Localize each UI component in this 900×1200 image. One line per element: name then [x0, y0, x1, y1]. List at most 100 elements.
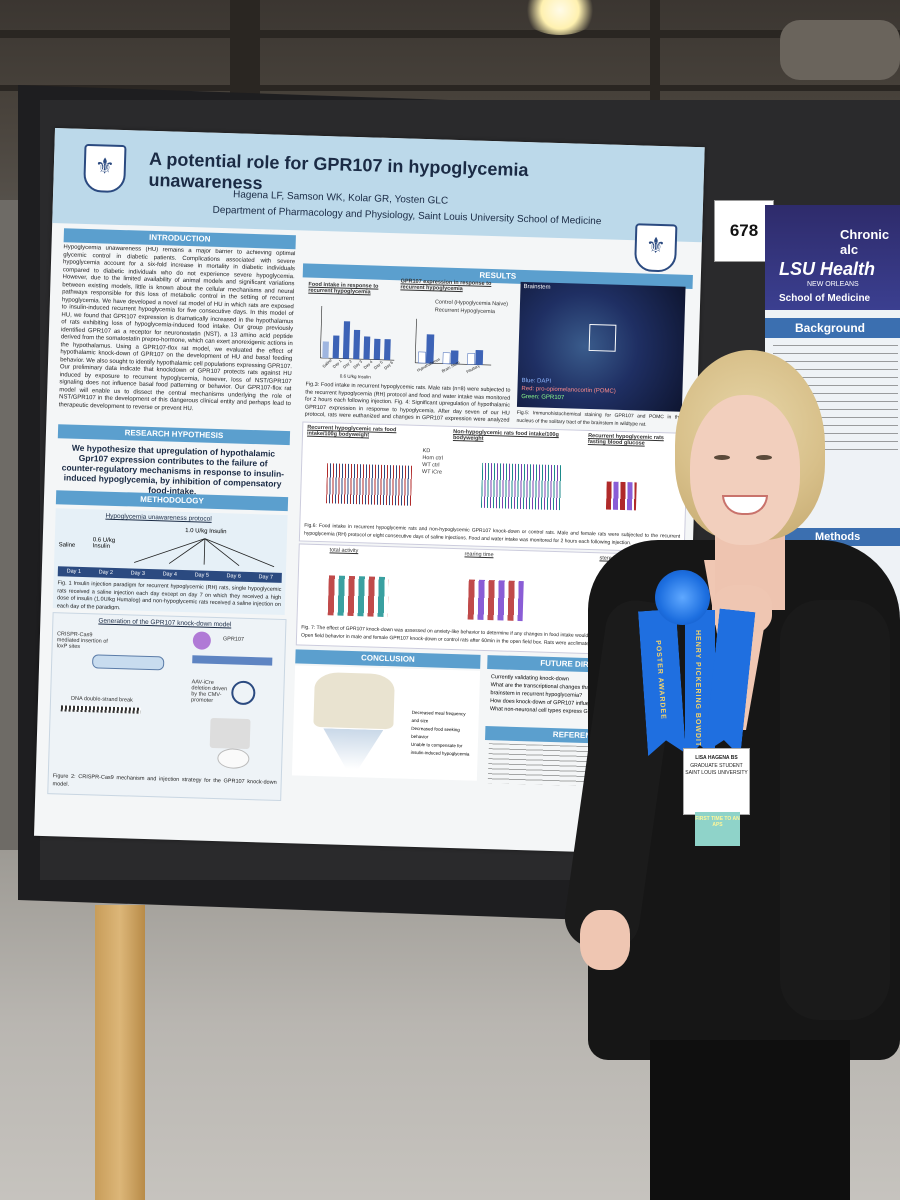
award-ribbon-rosette: [655, 570, 710, 625]
stain-gpr107: Green: GPR107: [521, 393, 565, 402]
ceiling-truss: [0, 85, 900, 91]
first-time-text: FIRST TIME TO AN APS: [695, 816, 740, 828]
tick-label: Day 4: [362, 359, 374, 370]
fig5-caption: Fig.5: Immunohistochemical staining for …: [516, 409, 682, 428]
day-label: Day 4: [162, 571, 178, 578]
tick-label: Pituitary: [465, 363, 480, 374]
gene-construct-icon: [192, 655, 273, 666]
slu-crest-icon: ⚜: [83, 143, 127, 194]
dna-ladder-icon: [60, 705, 141, 714]
ceiling-duct: [780, 20, 900, 80]
chart-title-1: Recurrent hypoglycemic rats food intake/…: [306, 424, 397, 439]
person-arm-left: [780, 600, 890, 1020]
tick-label: Day 2: [342, 358, 354, 369]
glucose-bars: [605, 481, 637, 511]
poster-header: ⚜ ⚜ A potential role for GPR107 in hypog…: [52, 128, 705, 273]
tick-label: Day 3: [352, 358, 364, 369]
brainstem-micrograph: Brainstem Blue: DAPI Red: pro-opiomelano…: [516, 281, 686, 412]
knockdown-panel: Generation of the GPR107 knock-down mode…: [47, 612, 287, 802]
neighbor-poster-org: LSU Health: [779, 259, 876, 279]
bar: [475, 350, 484, 366]
neighbor-poster-header: [765, 205, 900, 310]
bar: [363, 336, 371, 360]
tick-label: Day 1: [332, 358, 344, 369]
bar: [383, 339, 391, 361]
bar: [353, 329, 361, 360]
conclusion-note: Decreased meal frequency and size: [411, 709, 466, 724]
slu-crest-icon: ⚜: [634, 223, 678, 273]
bar: [322, 341, 329, 359]
neighbor-poster-city: NEW ORLEANS: [807, 281, 859, 288]
protocol-title: Hypoglycemia unawareness protocol: [105, 512, 212, 523]
day-label: Day 7: [258, 574, 274, 581]
food-intake-title: Food intake in response to recurrent hyp…: [308, 281, 379, 296]
zoom-box: [588, 323, 617, 352]
ceiling-truss: [0, 30, 900, 38]
virus-particle-icon: [192, 631, 212, 650]
bar: [373, 338, 381, 360]
person-hand-left: [580, 910, 630, 970]
plasmid-icon: [230, 680, 256, 706]
nh-food-bars: [480, 462, 563, 511]
tick-label: Day 5: [373, 359, 385, 370]
dna-strand-icon: [91, 654, 165, 671]
activity-title-rearing: rearing time: [464, 551, 494, 559]
gpr107-expression-chart: Hypothalamus Brain Stem Pituitary: [414, 318, 492, 374]
chart-title-3: Recurrent hypoglycemic rats fasting bloo…: [587, 432, 664, 447]
tick-label: Day 6: [383, 359, 395, 370]
legend-wt-icre: WT iCre: [421, 469, 443, 476]
day-label: Day 5: [194, 572, 210, 579]
bar: [442, 352, 451, 365]
ribbon-award-text: POSTER AWARDEE: [654, 639, 667, 721]
person-face: [690, 395, 800, 545]
bar: [342, 321, 351, 359]
section-research-hypothesis: RESEARCH HYPOTHESIS: [57, 424, 291, 446]
activity-title-total: total activity: [329, 547, 359, 555]
rearing-bars: [467, 579, 524, 622]
fig2-caption: Figure 2: CRISPR-Cas9 mechanism and inje…: [52, 773, 277, 788]
dna-break-label: DNA double-strand break: [70, 695, 133, 704]
badge-name: LISA HAGENA BS: [695, 755, 738, 761]
first-time-ribbon: FIRST TIME TO AN APS: [695, 812, 740, 846]
conclusion-note: Unable to compensate for insulin-induced…: [410, 741, 470, 757]
protocol-arrows: [134, 538, 275, 568]
bar: [450, 350, 459, 365]
day-label: Day 6: [226, 573, 242, 580]
kd-food-bars: [325, 463, 413, 506]
ribbon-honor-text: HENRY PICKERING BOWDITCH: [694, 630, 701, 760]
day-label: Day 2: [98, 569, 114, 576]
conclusion-panel: Decreased meal frequency and size Decrea…: [291, 665, 481, 781]
x-axis-label: 0.6 U/kg Insulin: [340, 374, 372, 380]
conclusion-note: Decreased food seeking behavior: [411, 725, 460, 740]
neighbor-poster-title: Chronic alc: [840, 227, 890, 257]
neighbor-poster-section: Background: [765, 318, 900, 338]
stereotaxic-frame-icon: [209, 717, 251, 750]
day-label: Day 3: [130, 570, 146, 577]
chart-title-2: Non-hypoglycemic rats food intake/100g b…: [452, 428, 559, 442]
eye-icon: [756, 455, 772, 460]
bar: [467, 353, 476, 365]
knockdown-food-charts: Recurrent hypoglycemic rats food intake/…: [298, 421, 689, 553]
bar: [425, 334, 435, 364]
rat-icon: [217, 748, 250, 770]
badge-role: GRADUATE STUDENT: [690, 763, 743, 769]
expression-title: GPR107 expression in response to recurre…: [400, 278, 492, 293]
legend-groups: KD Hom ctrl WT ctrl WT iCre: [422, 448, 443, 477]
badge-school: SAINT LOUIS UNIVERSITY: [685, 770, 748, 776]
stain-dapi: Blue: DAPI: [521, 377, 552, 385]
y-axis: [414, 318, 417, 363]
protocol-panel: Hypoglycemia unawareness protocol Saline…: [52, 508, 288, 616]
eye-icon: [714, 455, 730, 460]
crispr-label: CRISPR-Cas9 mediated insertion of loxP s…: [56, 631, 108, 650]
booth-number: 678: [714, 200, 774, 262]
brain-diagram: [313, 671, 395, 730]
y-axis: [319, 305, 323, 358]
brainstem-label: Brainstem: [523, 283, 551, 291]
gpr107-label: GPR107: [222, 636, 245, 643]
total-activity-bars: [327, 575, 389, 618]
legend-control: Control (Hypoglycemia Naive): [434, 299, 509, 308]
tick-label: Saline: [321, 357, 333, 369]
legend-recurrent: Recurrent Hypoglycemia: [434, 307, 496, 316]
poster-department: Department of Pharmacology and Physiolog…: [212, 204, 602, 228]
